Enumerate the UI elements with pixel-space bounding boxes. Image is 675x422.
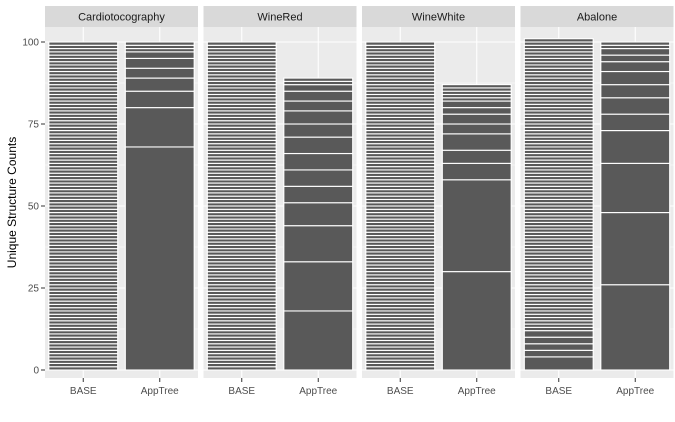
bar-segment — [523, 336, 594, 345]
bar-segment — [523, 349, 594, 358]
x-tick-label: BASE — [545, 386, 572, 397]
bar-segment — [283, 225, 354, 263]
bar-segment — [441, 123, 512, 135]
bar-segment — [600, 130, 671, 164]
bar-segment — [600, 113, 671, 132]
bar-segment — [441, 271, 512, 371]
y-tick-label: 100 — [22, 38, 39, 49]
bar-segment — [283, 261, 354, 312]
bar-segment — [441, 107, 512, 115]
bar-segment — [523, 330, 594, 338]
bar-segment — [124, 107, 195, 148]
stacked-bar — [441, 84, 512, 371]
stacked-bar — [283, 77, 354, 371]
facet-strip — [45, 6, 198, 27]
y-axis-label: Unique Structure Counts — [5, 137, 19, 268]
stacked-bar — [206, 41, 277, 371]
bar-segment — [600, 212, 671, 286]
facet-strip — [203, 6, 357, 27]
bar-segment — [283, 123, 354, 138]
facet-panel: Cardiotocography BASE AppTree — [45, 6, 198, 397]
bar-segment — [283, 310, 354, 371]
x-tick-label: BASE — [228, 386, 255, 397]
bar-segment — [441, 149, 512, 164]
facet-strip — [362, 6, 515, 27]
bar-segment — [124, 57, 195, 69]
facet-panel: WineWhite BASE AppTree — [362, 6, 515, 397]
y-axis: 0 25 50 75 100 — [22, 38, 45, 377]
bar-segment — [600, 97, 671, 115]
bar-segment — [600, 84, 671, 99]
bar-segment — [600, 41, 671, 46]
facet-strip-label: Cardiotocography — [78, 12, 165, 24]
y-tick-label: 0 — [33, 366, 39, 377]
facet-strip-label: WineWhite — [412, 12, 465, 24]
bar-segment — [441, 84, 512, 89]
bar-segment — [523, 38, 594, 43]
bar-segment — [600, 284, 671, 371]
bar-segment — [283, 185, 354, 204]
bar-segment — [283, 152, 354, 171]
bar-segment — [48, 41, 119, 46]
bar-segment — [124, 41, 195, 46]
bar-segment — [441, 162, 512, 181]
bar-segment — [365, 41, 436, 46]
stacked-bar — [523, 38, 594, 371]
bar-segment — [283, 100, 354, 112]
bar-segment — [441, 133, 512, 151]
bar-segment — [283, 202, 354, 227]
stacked-bar — [365, 41, 436, 371]
bar-segment — [283, 90, 354, 102]
bar-segment — [600, 61, 671, 73]
bar-segment — [600, 70, 671, 86]
bar-segment — [523, 343, 594, 351]
x-tick-label: AppTree — [616, 386, 654, 397]
bar-segment — [206, 41, 277, 46]
stacked-bar — [600, 41, 671, 371]
stacked-bar — [48, 41, 119, 371]
bar-segment — [124, 90, 195, 109]
bar-segment — [600, 48, 671, 56]
bar-segment — [283, 169, 354, 187]
bar-segment — [283, 136, 354, 155]
y-tick-label: 25 — [28, 284, 40, 295]
bar-segment — [441, 179, 512, 273]
bar-segment — [124, 146, 195, 371]
bar-segment — [283, 110, 354, 125]
bar-segment — [441, 113, 512, 125]
facet-panels: Cardiotocography BASE AppTree WineRed BASE Ap… — [45, 6, 674, 397]
y-tick-label: 50 — [28, 202, 40, 213]
x-tick-label: BASE — [70, 386, 97, 397]
bar-segment — [441, 100, 512, 109]
bar-segment — [523, 356, 594, 371]
bar-segment — [124, 67, 195, 79]
y-tick-label: 75 — [28, 120, 40, 131]
facet-strip — [520, 6, 674, 27]
x-tick-label: AppTree — [458, 386, 496, 397]
bar-segment — [124, 77, 195, 92]
bar-segment — [283, 77, 354, 82]
facet-panel: Abalone BASE AppTree — [520, 6, 674, 397]
x-tick-label: BASE — [387, 386, 414, 397]
x-tick-label: AppTree — [299, 386, 337, 397]
bar-segment — [600, 162, 671, 214]
bar-segment — [600, 54, 671, 63]
bar-segment — [283, 84, 354, 92]
x-tick-label: AppTree — [141, 386, 179, 397]
facet-panel: WineRed BASE AppTree — [203, 6, 357, 397]
bar-segment — [124, 51, 195, 59]
facet-strip-label: WineRed — [257, 12, 302, 24]
facet-strip-label: Abalone — [577, 12, 617, 24]
stacked-bar — [124, 41, 195, 371]
